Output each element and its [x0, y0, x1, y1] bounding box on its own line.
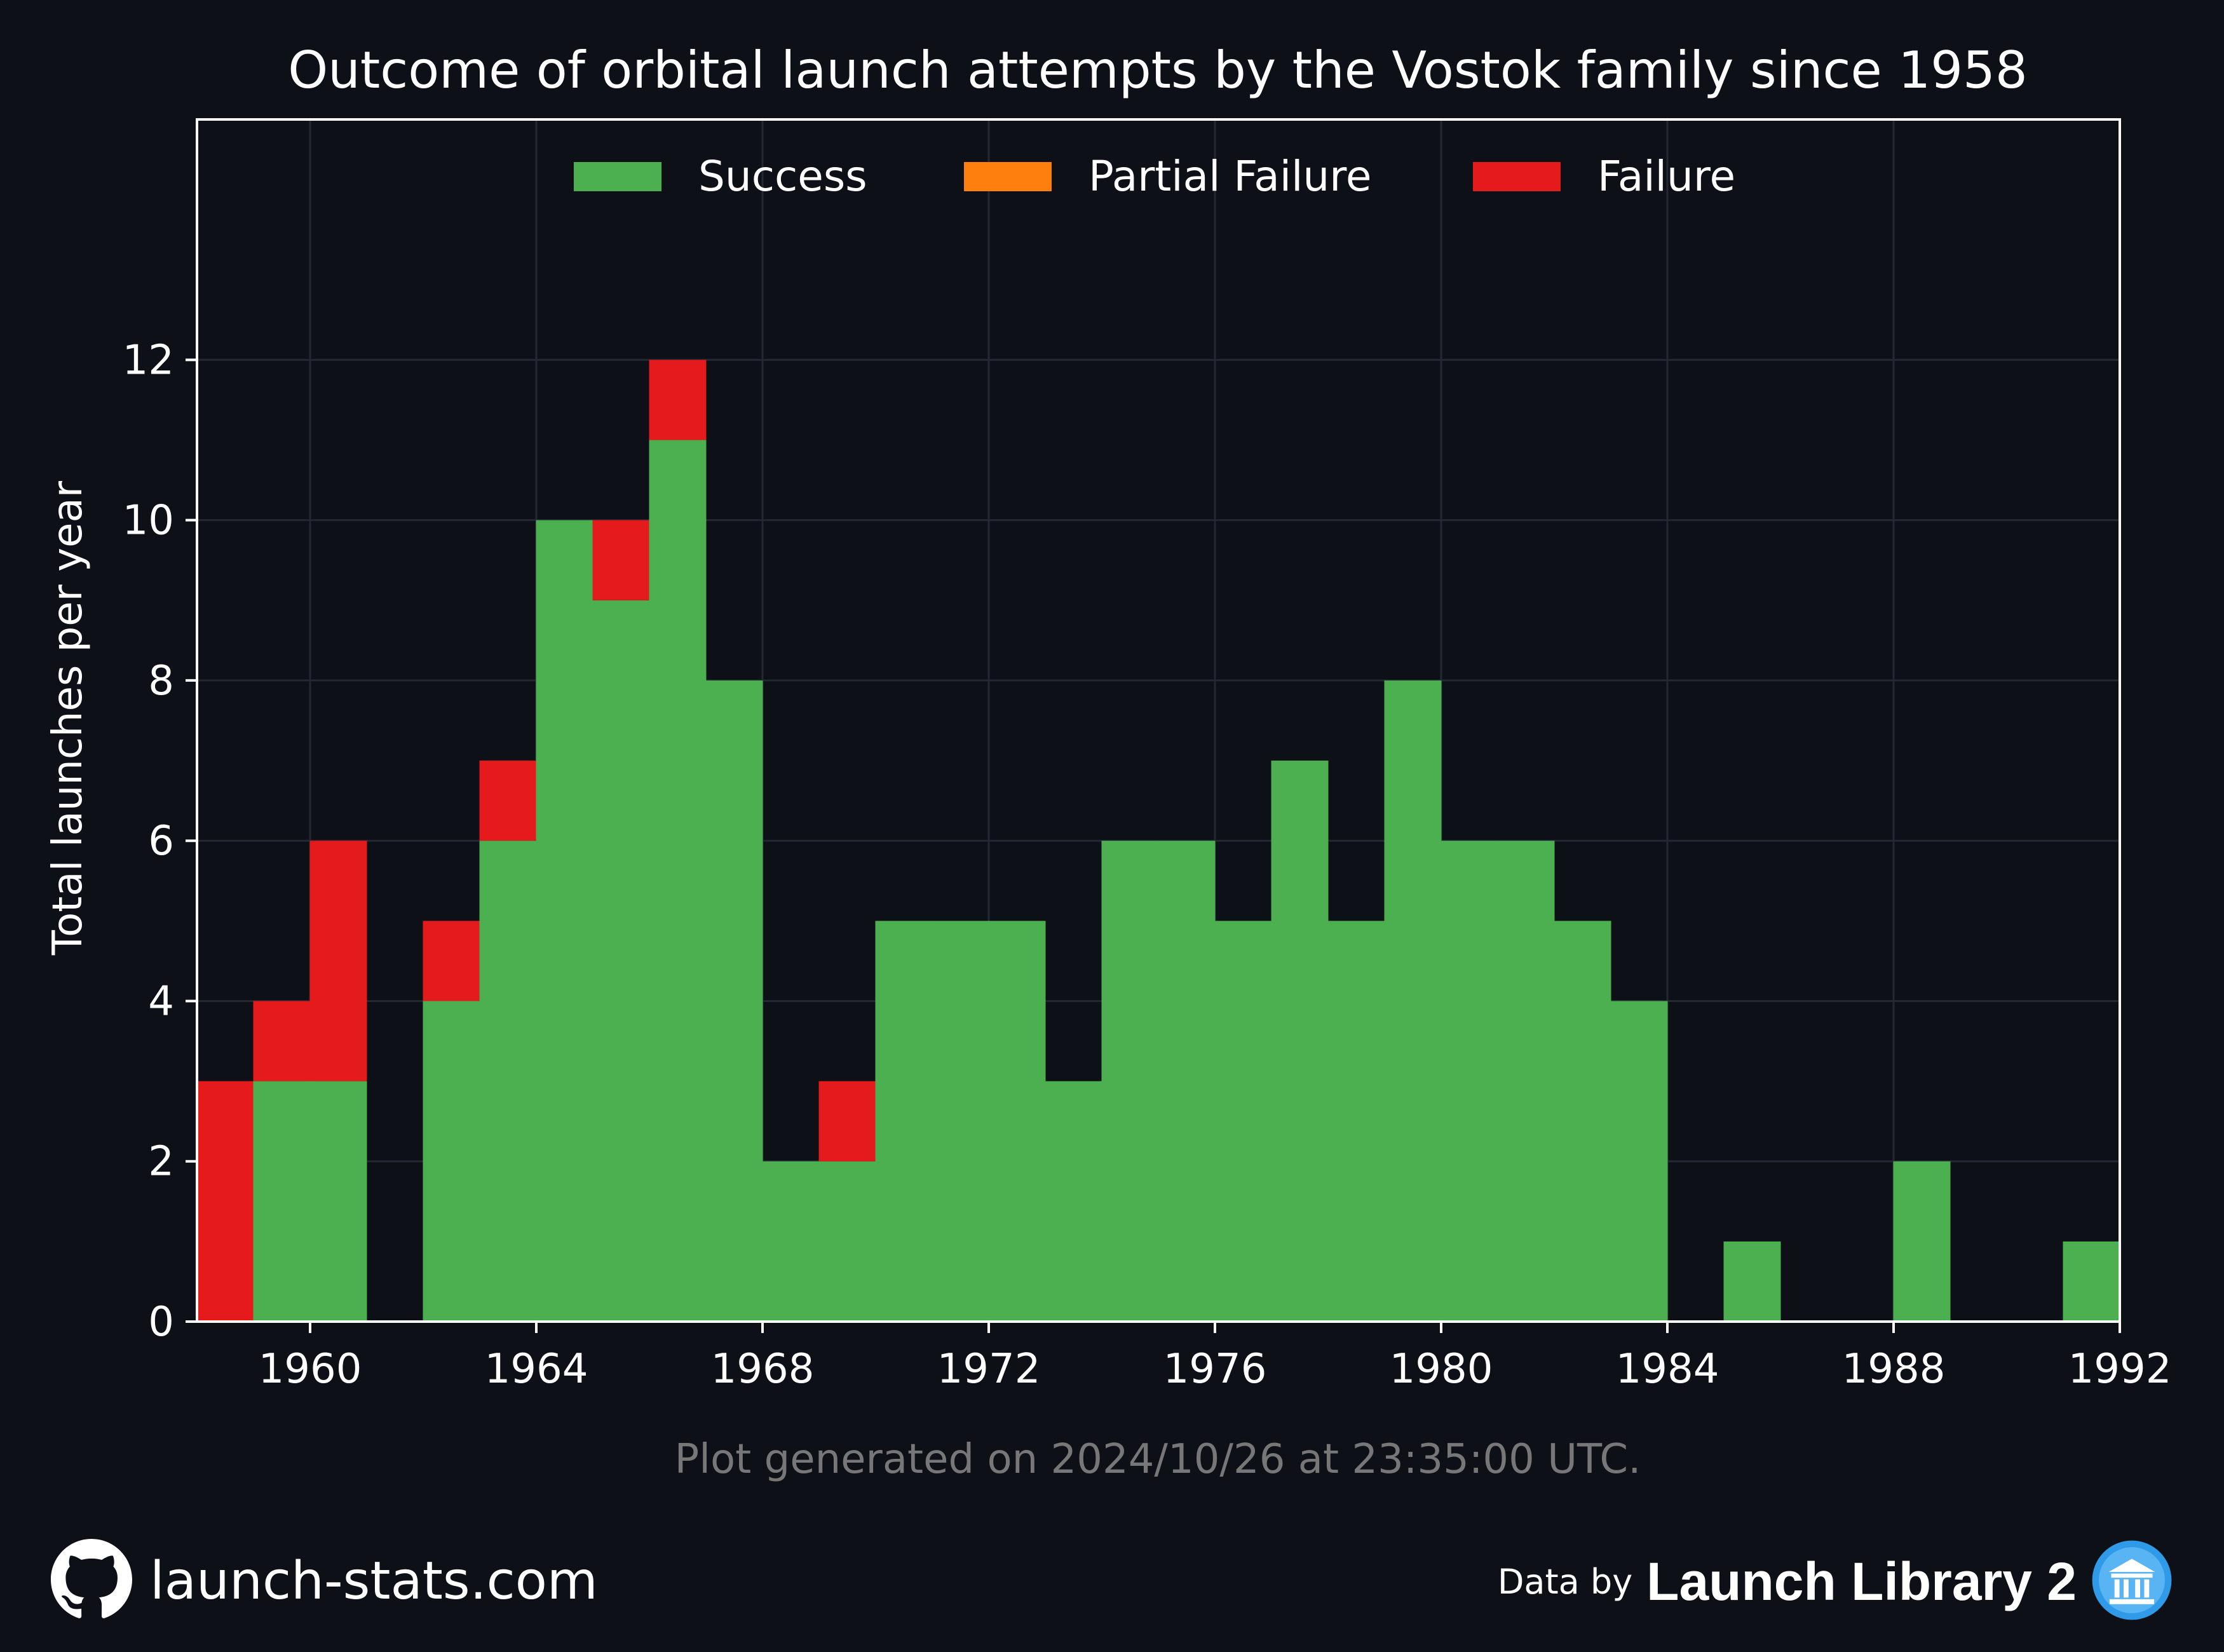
tick-labels: 1960 1964 1968 1972 1976 1980 1984 1988 1992 0 2 4 6…	[123, 337, 2172, 1393]
bar-failure	[309, 841, 367, 1081]
y-axis-label: Total launches per year	[44, 480, 92, 956]
bar-success	[818, 1161, 876, 1322]
bar-success	[762, 1161, 820, 1322]
credit-name: Launch Library 2	[1646, 1551, 2077, 1611]
bar-success	[2063, 1241, 2120, 1322]
bar-success	[1271, 761, 1329, 1322]
y-tick-label: 2	[148, 1139, 174, 1186]
y-tick-label: 6	[148, 818, 174, 865]
bar-success	[1723, 1241, 1781, 1322]
site-name: launch-stats.com	[150, 1550, 598, 1611]
bar-success	[932, 921, 989, 1322]
legend-label-partial-failure: Partial Failure	[1088, 152, 1372, 201]
bar-success	[1101, 841, 1159, 1322]
y-tick-label: 10	[123, 498, 174, 545]
axes	[196, 118, 2121, 1323]
bar-success	[988, 921, 1046, 1322]
credit-prefix: Data by	[1497, 1561, 1633, 1602]
x-tick-label: 1980	[1390, 1346, 1493, 1393]
legend: Success Partial Failure Failure	[574, 152, 1735, 201]
bar-success	[423, 1001, 480, 1322]
bar-success	[592, 600, 650, 1322]
bar-success	[1441, 841, 1498, 1322]
legend-label-failure: Failure	[1597, 152, 1735, 201]
y-tick-label: 12	[123, 337, 174, 384]
legend-swatch-success	[574, 162, 661, 191]
bar-success	[1497, 841, 1555, 1322]
y-tick-label: 8	[148, 658, 174, 705]
bar-failure	[479, 761, 537, 841]
x-tick-label: 1964	[485, 1346, 588, 1393]
bar-failure	[818, 1081, 876, 1161]
bar-success	[309, 1081, 367, 1322]
site-link[interactable]: launch-stats.com	[51, 1539, 598, 1623]
bar-success	[1045, 1081, 1102, 1322]
bar-success	[1214, 921, 1272, 1322]
generated-note: Plot generated on 2024/10/26 at 23:35:00…	[675, 1436, 1641, 1483]
chart-title: Outcome of orbital launch attempts by th…	[288, 41, 2028, 100]
bar-success	[1554, 921, 1611, 1322]
bar-success	[1384, 680, 1442, 1322]
legend-label-success: Success	[698, 152, 867, 201]
legend-swatch-partial-failure	[964, 162, 1052, 191]
bar-success	[1610, 1001, 1668, 1322]
bar-success	[705, 680, 763, 1322]
bar-failure	[423, 921, 480, 1001]
x-tick-label: 1988	[1842, 1346, 1946, 1393]
x-tick-label: 1968	[711, 1346, 815, 1393]
x-tick-label: 1984	[1616, 1346, 1719, 1393]
bar-success	[536, 520, 593, 1322]
bar-success	[479, 841, 537, 1322]
bar-success	[1327, 921, 1385, 1322]
bar-success	[1893, 1161, 1951, 1322]
launch-library-logo-icon	[2091, 1539, 2173, 1624]
bar-success	[253, 1081, 311, 1322]
bar-success	[1158, 841, 1216, 1322]
plot-frame	[196, 118, 2121, 1323]
legend-swatch-failure	[1473, 162, 1561, 191]
github-icon	[51, 1539, 132, 1623]
y-tick-label: 0	[148, 1299, 174, 1346]
chart: Outcome of orbital launch attempts by th…	[44, 41, 2172, 1483]
bar-success	[649, 440, 707, 1322]
bar-success	[875, 921, 933, 1322]
footer: launch-stats.com Data by Launch Library …	[0, 1512, 2224, 1639]
bar-failure	[253, 1001, 311, 1081]
x-tick-label: 1976	[1163, 1346, 1267, 1393]
x-tick-label: 1992	[2068, 1346, 2172, 1393]
bar-failure	[592, 520, 650, 600]
bars	[196, 360, 2120, 1322]
x-tick-label: 1972	[937, 1346, 1041, 1393]
x-tick-label: 1960	[259, 1346, 362, 1393]
data-credit[interactable]: Data by Launch Library 2	[1498, 1539, 2173, 1624]
bar-failure	[649, 360, 707, 440]
bar-failure	[196, 1081, 254, 1322]
y-tick-label: 4	[148, 978, 174, 1025]
